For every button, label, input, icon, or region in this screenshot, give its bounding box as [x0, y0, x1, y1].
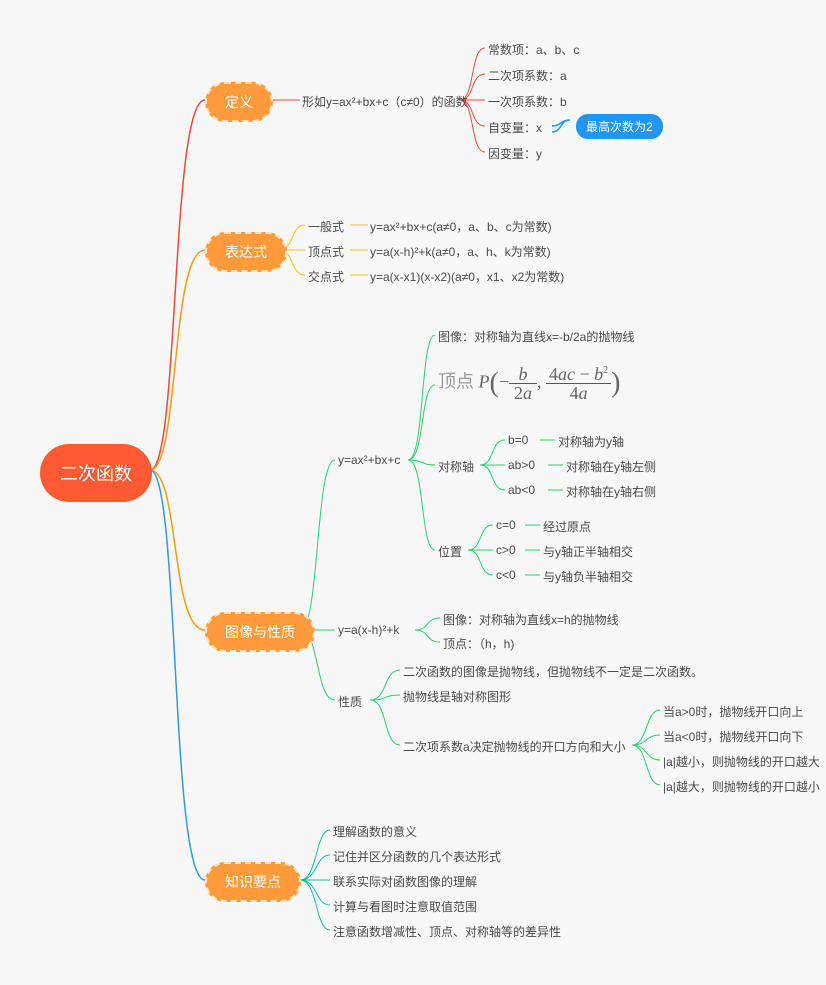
node-definition[interactable]: 定义: [205, 82, 273, 122]
def-item-1: 二次项系数：a: [488, 67, 567, 84]
badge-highest-degree: 最高次数为2: [576, 114, 663, 139]
pos-v-0: 经过原点: [543, 518, 591, 535]
vertex-label-text: 顶点: [438, 372, 474, 392]
pos-k-0: c=0: [496, 518, 516, 532]
form2-label: y=a(x-h)²+k: [338, 623, 399, 637]
prop-coef: 二次项系数a决定抛物线的开口方向和大小: [403, 738, 626, 755]
expr-k-1: 顶点式: [308, 243, 344, 260]
axis-v-1: 对称轴在y轴左侧: [566, 458, 656, 475]
kp-0: 理解函数的意义: [333, 823, 417, 840]
prop-label: 性质: [338, 693, 362, 710]
expr-k-2: 交点式: [308, 268, 344, 285]
def-item-2: 一次项系数：b: [488, 93, 567, 110]
root-node[interactable]: 二次函数: [40, 444, 152, 502]
expr-v-0: y=ax²+bx+c(a≠0，a、b、c为常数): [370, 218, 552, 235]
def-item-4: 因变量：y: [488, 145, 542, 162]
coef-item-0: 当a>0时，抛物线开口向上: [663, 703, 803, 720]
axis-k-0: b=0: [508, 433, 528, 447]
form1-pos-label: 位置: [438, 543, 462, 560]
kp-4: 注意函数增减性、顶点、对称轴等的差异性: [333, 923, 561, 940]
pos-v-2: 与y轴负半轴相交: [543, 568, 633, 585]
form1-label: y=ax²+bx+c: [338, 453, 400, 467]
kp-2: 联系实际对函数图像的理解: [333, 873, 477, 890]
expr-v-2: y=a(x-x1)(x-x2)(a≠0，x1、x2为常数): [370, 268, 564, 285]
definition-desc: 形如y=ax²+bx+c（c≠0）的函数: [302, 93, 468, 110]
axis-k-2: ab<0: [508, 483, 535, 497]
axis-v-0: 对称轴为y轴: [558, 433, 624, 450]
def-item-3: 自变量：x: [488, 119, 542, 136]
node-expression[interactable]: 表达式: [205, 232, 287, 272]
coef-item-2: |a|越小，则抛物线的开口越大: [663, 753, 820, 770]
axis-v-2: 对称轴在y轴右侧: [566, 483, 656, 500]
pos-k-1: c>0: [496, 543, 516, 557]
expr-v-1: y=a(x-h)²+k(a≠0，a、h、k为常数): [370, 243, 551, 260]
form2-image: 图像：对称轴为直线x=h的抛物线: [443, 611, 619, 628]
vertex-formula: 顶点 P(−b2a, 4ac − b24a): [438, 365, 620, 402]
form1-axis-label: 对称轴: [438, 458, 474, 475]
pos-k-2: c<0: [496, 568, 516, 582]
pos-v-1: 与y轴正半轴相交: [543, 543, 633, 560]
kp-3: 计算与看图时注意取值范围: [333, 898, 477, 915]
form1-image: 图像：对称轴为直线x=-b/2a的抛物线: [438, 328, 634, 345]
expr-k-0: 一般式: [308, 218, 344, 235]
form2-vertex: 顶点：（h，h): [443, 635, 514, 652]
node-image-prop[interactable]: 图像与性质: [205, 612, 315, 652]
coef-item-1: 当a<0时，抛物线开口向下: [663, 728, 803, 745]
prop-item-1: 抛物线是轴对称图形: [403, 688, 511, 705]
axis-k-1: ab>0: [508, 458, 535, 472]
kp-1: 记住并区分函数的几个表达形式: [333, 848, 501, 865]
node-key-points[interactable]: 知识要点: [205, 862, 301, 902]
def-item-0: 常数项：a、b、c: [488, 41, 579, 58]
prop-item-0: 二次函数的图像是抛物线，但抛物线不一定是二次函数。: [403, 663, 703, 680]
coef-item-3: |a|越大，则抛物线的开口越小: [663, 778, 820, 795]
